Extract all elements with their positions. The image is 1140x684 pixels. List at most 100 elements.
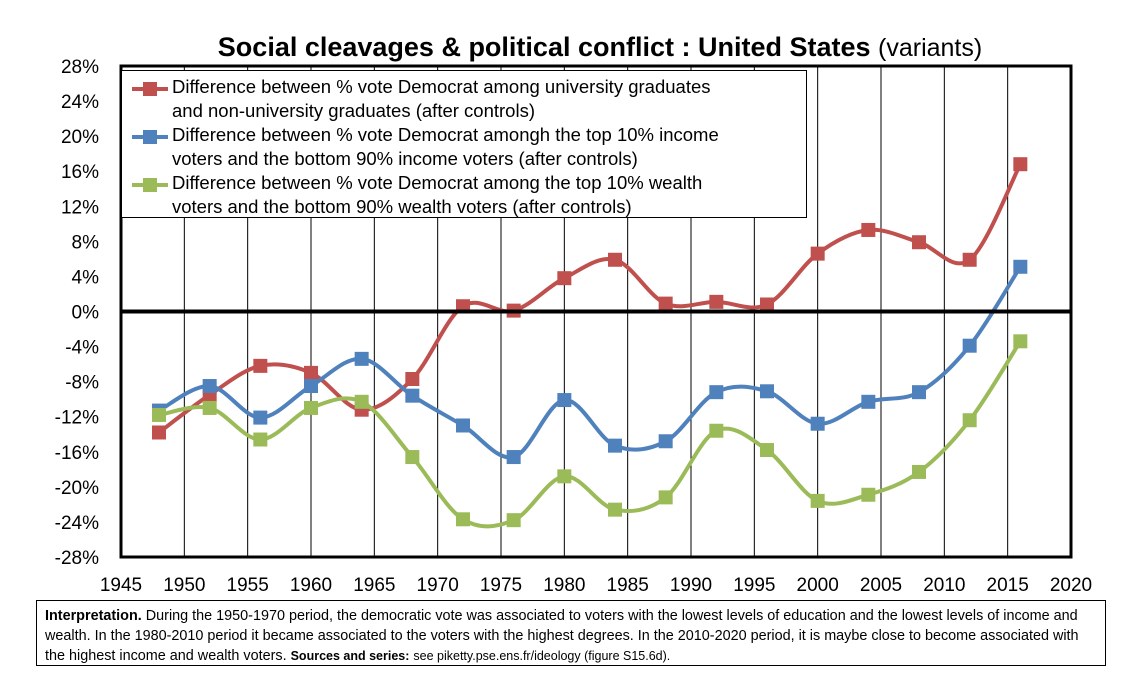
data-point-income <box>557 393 572 408</box>
data-point-education <box>962 252 977 267</box>
data-point-wealth <box>456 512 470 527</box>
data-point-wealth <box>354 394 369 409</box>
legend-swatch-wealth <box>132 178 168 192</box>
y-tick-label: 4% <box>72 267 100 288</box>
x-tick-label: 1945 <box>100 575 142 596</box>
data-point-wealth <box>1013 334 1028 349</box>
series-line-income <box>158 265 1022 460</box>
data-point-income <box>1013 259 1028 274</box>
data-point-wealth <box>253 432 268 447</box>
data-point-education <box>760 297 774 312</box>
x-tick-label: 1995 <box>733 575 775 596</box>
y-tick-label: -12% <box>55 408 99 429</box>
data-point-wealth <box>810 493 825 508</box>
y-tick-label: -28% <box>55 548 99 569</box>
x-tick-label: 1955 <box>227 575 269 596</box>
legend-swatch-education <box>132 82 168 96</box>
x-tick-label: 1965 <box>353 575 395 596</box>
data-point-wealth <box>304 400 318 415</box>
line-chart: 28% 24% 20% 16% 12% 8% 4% 0% -4% -8% -12% -16% -20% -… <box>55 57 1093 596</box>
y-tick-label: 20% <box>61 127 99 148</box>
data-point-income <box>506 450 521 465</box>
data-point-income <box>861 394 876 409</box>
data-point-education <box>1013 157 1028 172</box>
data-point-education <box>709 294 724 309</box>
data-point-wealth <box>962 413 977 428</box>
x-tick-label: 1960 <box>290 575 332 596</box>
data-point-income <box>354 351 369 366</box>
data-point-wealth <box>760 443 774 458</box>
legend-label-education: Difference between % vote Democrat among… <box>172 75 807 123</box>
chart-title-sub: (variants) <box>878 34 983 62</box>
x-tick-label: 1980 <box>543 575 585 596</box>
data-point-income <box>456 418 470 433</box>
y-tick-label: -20% <box>55 478 99 499</box>
x-tick-label: 1990 <box>670 575 712 596</box>
data-point-income <box>202 379 217 394</box>
legend-label-income: Difference between % vote Democrat among… <box>172 123 807 171</box>
y-tick-label: -8% <box>65 373 99 394</box>
series-line-wealth <box>158 340 1022 529</box>
data-point-income <box>810 416 825 431</box>
axes: 28% 24% 20% 16% 12% 8% 4% 0% -4% -8% -12% -16% -20% -… <box>55 57 1093 596</box>
legend-label-education-line2: and non-university graduates (after cont… <box>172 100 535 121</box>
legend-label-wealth: Difference between % vote Democrat among… <box>172 171 807 219</box>
x-tick-label: 2010 <box>923 575 965 596</box>
legend-label-income-line1: Difference between % vote Democrat among… <box>172 124 719 145</box>
chart-title: Social cleavages & political conflict : … <box>110 30 1090 65</box>
data-point-wealth <box>202 400 217 415</box>
y-tick-label: 12% <box>61 197 99 218</box>
data-point-income <box>608 438 622 453</box>
data-point-education <box>304 365 318 380</box>
data-point-education <box>912 235 926 250</box>
data-point-education <box>658 296 673 311</box>
y-tick-label: 24% <box>61 92 99 113</box>
y-tick-label: -24% <box>55 513 99 534</box>
x-tick-label: 2000 <box>797 575 839 596</box>
interpretation-note: Interpretation. During the 1950-1970 per… <box>36 600 1106 666</box>
y-tick-label: 0% <box>72 303 100 324</box>
x-tick-label: 1985 <box>607 575 649 596</box>
data-point-wealth <box>506 513 521 528</box>
data-point-education <box>557 271 572 286</box>
interpretation-label: Interpretation. <box>45 608 142 624</box>
data-point-education <box>861 222 876 237</box>
series-lines <box>152 157 1028 529</box>
legend-label-income-line2: voters and the bottom 90% income voters … <box>172 148 638 169</box>
legend-square-marker-education <box>143 82 157 96</box>
data-point-wealth <box>557 469 572 484</box>
data-point-wealth <box>405 450 420 465</box>
data-point-income <box>658 434 673 449</box>
data-point-education <box>253 358 268 373</box>
legend-label-education-line1: Difference between % vote Democrat among… <box>172 76 711 97</box>
y-tick-label: 28% <box>61 57 99 78</box>
data-point-income <box>760 384 774 399</box>
x-tick-label: 1950 <box>163 575 205 596</box>
y-tick-label: 8% <box>72 232 100 253</box>
x-tick-label: 2015 <box>987 575 1029 596</box>
legend-label-wealth-line2: voters and the bottom 90% wealth voters … <box>172 196 632 217</box>
data-point-wealth <box>608 502 622 517</box>
legend-square-marker-wealth <box>143 178 157 192</box>
data-point-education <box>405 372 420 387</box>
data-point-wealth <box>861 487 876 502</box>
x-tick-label: 2020 <box>1050 575 1092 596</box>
data-point-wealth <box>709 423 724 438</box>
data-point-income <box>405 388 420 403</box>
chart-legend: Difference between % vote Democrat among… <box>121 70 807 218</box>
chart-title-main: Social cleavages & political conflict : … <box>217 32 871 62</box>
data-point-income <box>912 385 926 400</box>
x-tick-label: 1975 <box>480 575 522 596</box>
interpretation-text: During the 1950-1970 period, the democra… <box>45 608 1079 664</box>
data-point-wealth <box>658 490 673 505</box>
data-point-income <box>709 385 724 400</box>
legend-square-marker-income <box>143 130 157 144</box>
sources-text: see piketty.pse.ens.fr/ideology (figure … <box>413 649 671 663</box>
data-point-education <box>608 252 622 267</box>
data-point-income <box>253 410 268 425</box>
data-point-education <box>152 425 166 440</box>
data-point-wealth <box>912 464 926 479</box>
y-tick-label: 16% <box>61 162 99 183</box>
x-tick-label: 2005 <box>860 575 902 596</box>
legend-label-wealth-line1: Difference between % vote Democrat among… <box>172 172 703 193</box>
